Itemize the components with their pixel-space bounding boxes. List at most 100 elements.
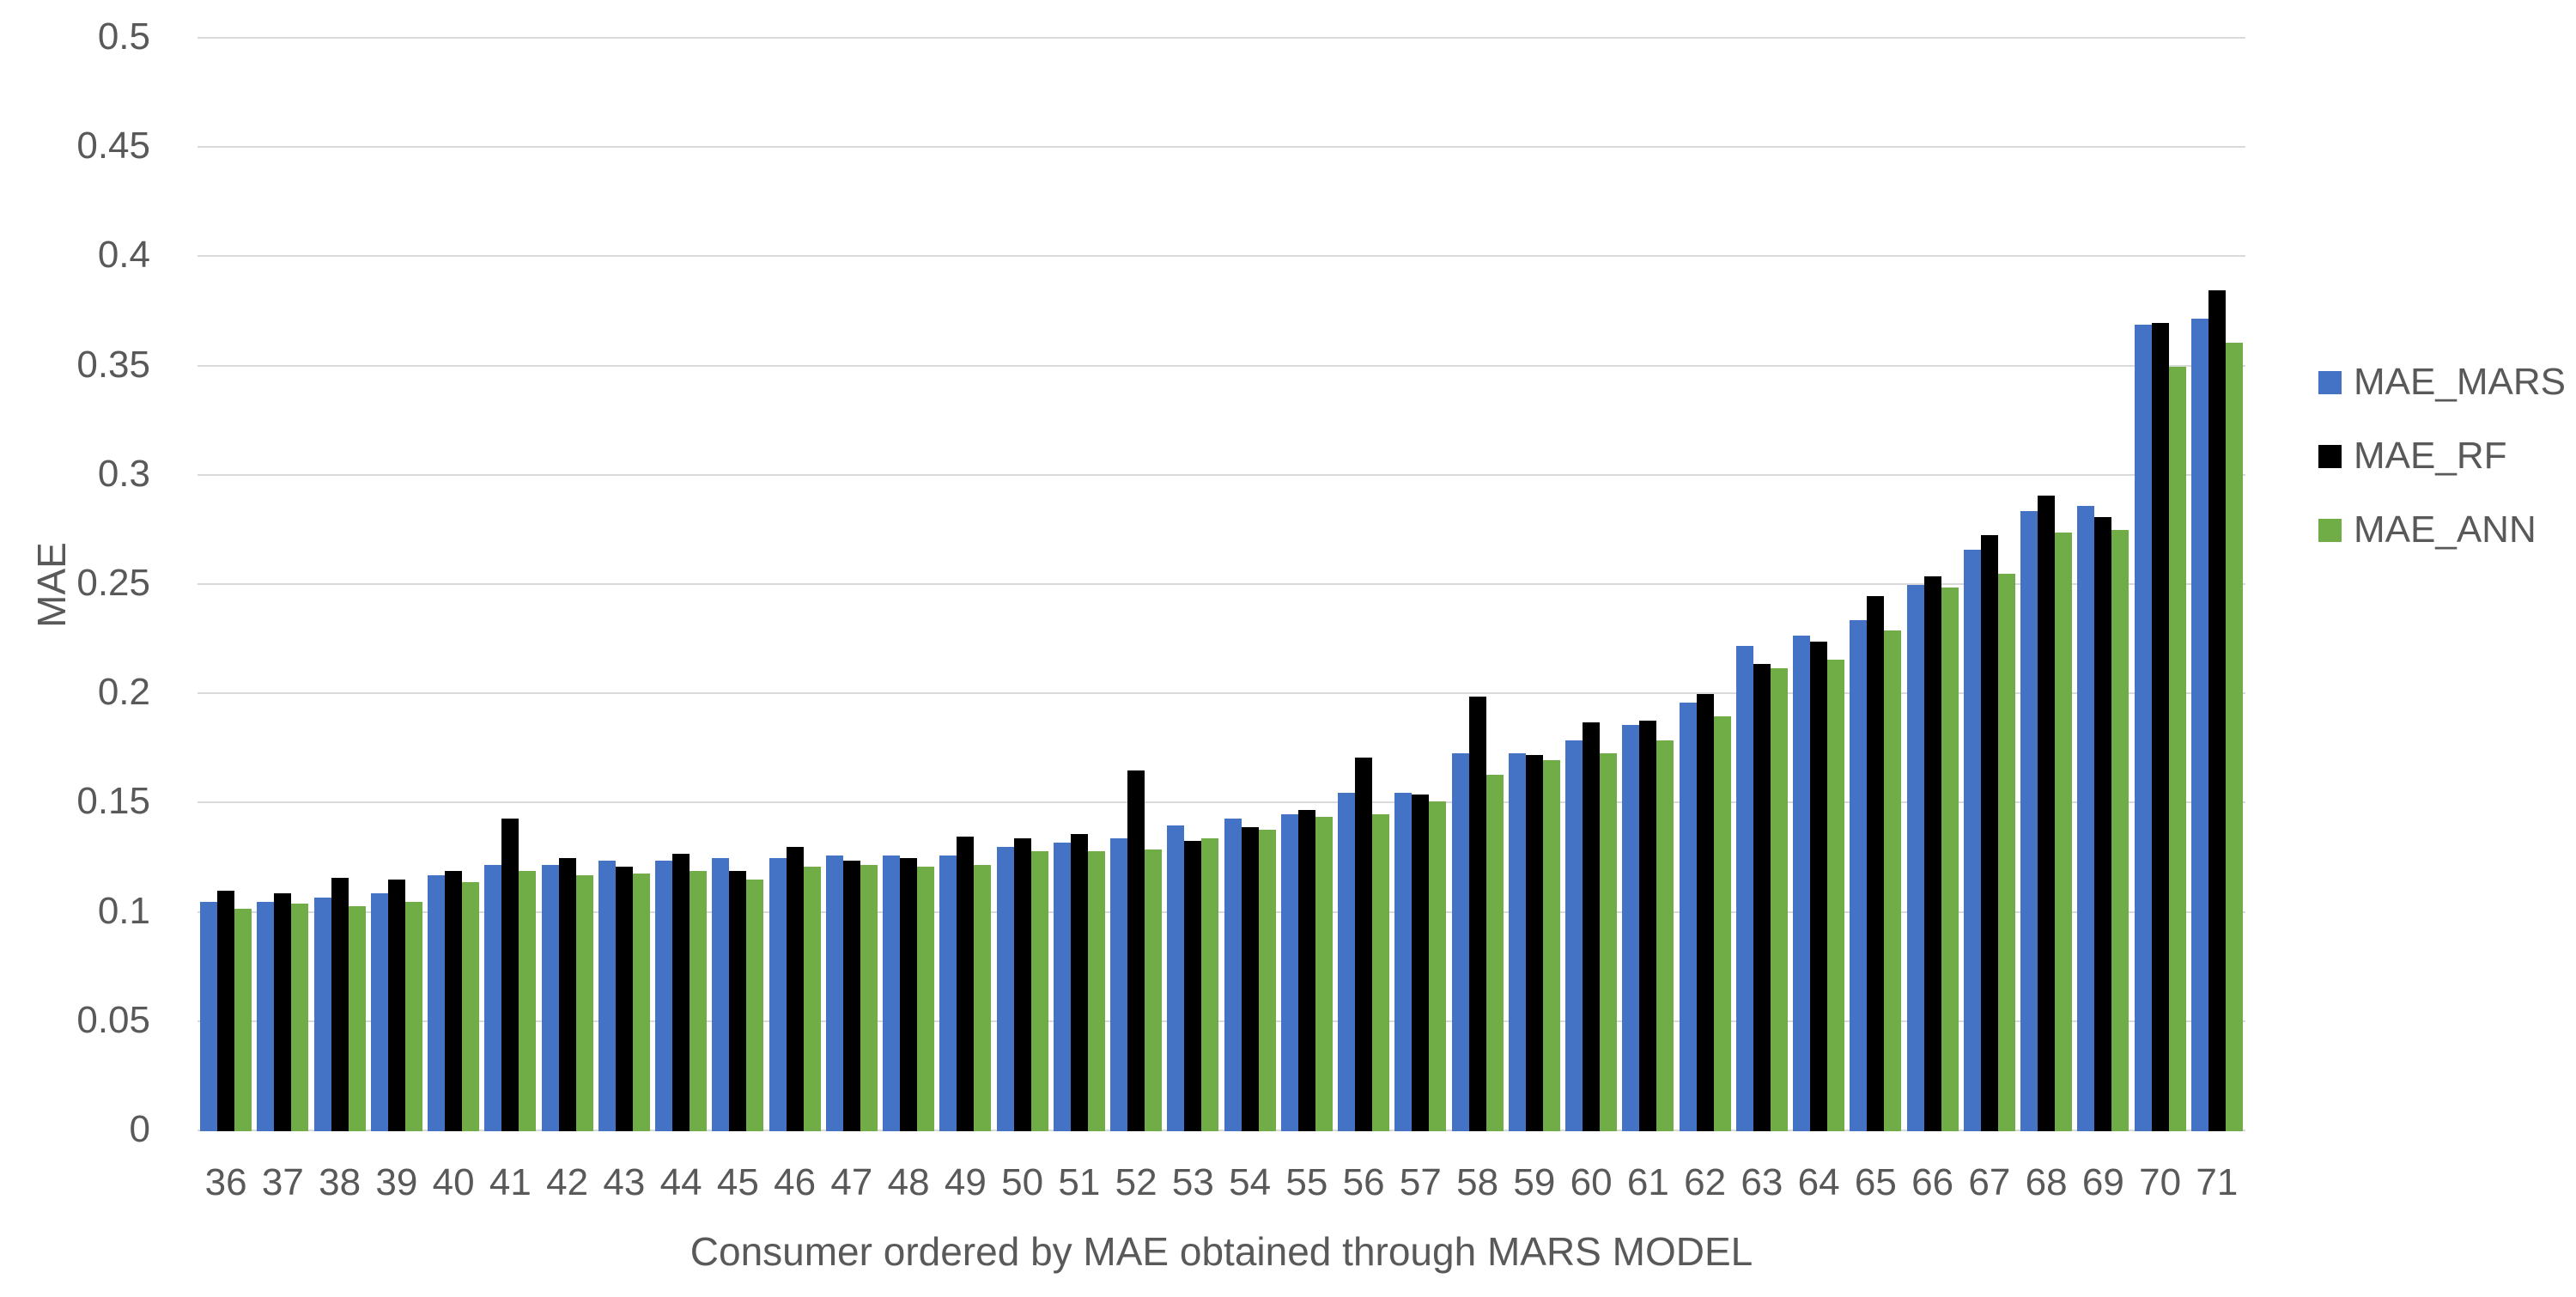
- bar-mae_rf-40: [445, 871, 463, 1131]
- x-tick-label-38: 38: [319, 1161, 361, 1203]
- bar-mae_mars-60: [1565, 740, 1583, 1131]
- bar-mae_ann-41: [519, 871, 537, 1131]
- bar-mae_ann-46: [803, 867, 821, 1131]
- bar-group-66: [1905, 39, 1961, 1131]
- bar-mae_ann-40: [462, 881, 480, 1131]
- bar-mae_ann-71: [2225, 342, 2243, 1131]
- bar-group-56: [1335, 39, 1392, 1131]
- bar-mae_mars-57: [1394, 792, 1413, 1131]
- bar-mae_ann-67: [1997, 574, 2015, 1131]
- bar-group-47: [823, 39, 880, 1131]
- bar-mae_rf-52: [1127, 770, 1145, 1131]
- bar-group-53: [1164, 39, 1221, 1131]
- x-tick-label-36: 36: [204, 1161, 247, 1203]
- gridline-y-0.15: [197, 801, 2245, 804]
- bar-mae_ann-63: [1770, 667, 1788, 1131]
- bar-mae_mars-40: [428, 875, 446, 1131]
- plot-area: [197, 37, 2245, 1131]
- bar-mae_mars-55: [1280, 814, 1298, 1131]
- y-tick-label-0.4: 0.4: [97, 234, 150, 277]
- bar-group-42: [539, 39, 596, 1131]
- bar-mae_ann-39: [404, 901, 422, 1131]
- legend-label-mae_rf: MAE_RF: [2354, 435, 2507, 477]
- bar-mae_rf-70: [2151, 322, 2169, 1131]
- bar-mae_rf-67: [1980, 534, 1998, 1131]
- x-tick-label-53: 53: [1171, 1161, 1214, 1203]
- x-tick-label-59: 59: [1513, 1161, 1556, 1203]
- bar-mae_ann-64: [1827, 659, 1845, 1131]
- bar-mae_rf-37: [274, 892, 292, 1131]
- bar-mae_rf-68: [2038, 495, 2056, 1131]
- bar-mae_ann-44: [690, 871, 708, 1131]
- x-tick-label-39: 39: [375, 1161, 418, 1203]
- bar-mae_rf-48: [900, 858, 918, 1131]
- bar-group-41: [482, 39, 538, 1131]
- gridline-y-0.05: [197, 1020, 2245, 1022]
- bar-group-37: [254, 39, 311, 1131]
- x-tick-label-51: 51: [1058, 1161, 1101, 1203]
- bar-mae_rf-56: [1355, 757, 1373, 1131]
- gridline-y-0.1: [197, 910, 2245, 913]
- bar-mae_rf-44: [672, 853, 690, 1131]
- bar-mae_ann-54: [1258, 829, 1276, 1131]
- bar-mae_rf-38: [331, 877, 349, 1131]
- bar-group-50: [994, 39, 1051, 1131]
- bar-mae_mars-37: [257, 901, 275, 1131]
- bar-mae_rf-46: [786, 847, 804, 1131]
- legend-swatch-mae_mars: [2318, 370, 2342, 394]
- bar-mae_ann-49: [974, 864, 992, 1131]
- bar-mae_rf-41: [501, 819, 519, 1131]
- y-tick-label-0.2: 0.2: [97, 671, 150, 714]
- bar-mae_rf-71: [2208, 289, 2226, 1131]
- bar-mae_rf-65: [1867, 595, 1885, 1131]
- gridline-y-0: [197, 1130, 2245, 1131]
- bar-group-40: [425, 39, 482, 1131]
- x-tick-label-40: 40: [432, 1161, 475, 1203]
- bar-mae_ann-55: [1315, 816, 1333, 1131]
- bar-mae_rf-43: [615, 867, 633, 1131]
- bar-group-59: [1506, 39, 1563, 1131]
- y-tick-label-0.25: 0.25: [76, 562, 150, 604]
- bar-mae_ann-37: [291, 904, 309, 1131]
- bar-group-51: [1051, 39, 1108, 1131]
- x-tick-label-52: 52: [1115, 1161, 1157, 1203]
- bar-mae_mars-53: [1167, 825, 1185, 1131]
- bar-group-49: [937, 39, 993, 1131]
- y-tick-label-0: 0: [129, 1108, 150, 1150]
- bar-mae_rf-54: [1241, 827, 1259, 1131]
- bar-mae_mars-69: [2077, 506, 2095, 1131]
- y-tick-label-0.5: 0.5: [97, 15, 150, 58]
- legend-item-mae_mars: MAE_MARS: [2318, 361, 2566, 404]
- bar-mae_mars-58: [1451, 752, 1469, 1131]
- bar-group-60: [1563, 39, 1619, 1131]
- bar-mae_ann-47: [860, 864, 878, 1131]
- gridline-y-0.2: [197, 692, 2245, 695]
- bar-group-38: [312, 39, 368, 1131]
- x-tick-label-63: 63: [1741, 1161, 1783, 1203]
- bar-mae_ann-43: [632, 873, 650, 1131]
- bar-mae_mars-68: [2020, 510, 2038, 1131]
- bar-mae_rf-57: [1412, 795, 1430, 1131]
- bar-mae_ann-69: [2111, 530, 2129, 1131]
- legend-label-mae_mars: MAE_MARS: [2354, 361, 2566, 403]
- bar-mae_rf-60: [1583, 722, 1601, 1131]
- bar-mae_rf-39: [387, 880, 405, 1131]
- x-tick-label-70: 70: [2139, 1161, 2182, 1203]
- y-tick-label-0.45: 0.45: [76, 125, 150, 167]
- bar-mae_mars-48: [883, 856, 901, 1131]
- bar-mae_mars-67: [1963, 550, 1981, 1131]
- bar-group-63: [1734, 39, 1790, 1131]
- legend-swatch-mae_rf: [2318, 444, 2342, 468]
- bar-mae_ann-58: [1485, 775, 1504, 1131]
- bar-group-45: [709, 39, 766, 1131]
- bar-mae_mars-56: [1338, 792, 1356, 1131]
- bar-mae_ann-36: [234, 908, 252, 1131]
- x-tick-label-49: 49: [944, 1161, 987, 1203]
- gridline-y-0.35: [197, 364, 2245, 367]
- x-tick-label-48: 48: [887, 1161, 930, 1203]
- legend: MAE_MARS MAE_RF MAE_ANN: [2318, 361, 2566, 582]
- bar-mae_rf-62: [1696, 694, 1714, 1131]
- bar-group-67: [1961, 39, 2018, 1131]
- bar-mae_mars-46: [769, 858, 787, 1131]
- bar-mae_rf-69: [2094, 517, 2112, 1131]
